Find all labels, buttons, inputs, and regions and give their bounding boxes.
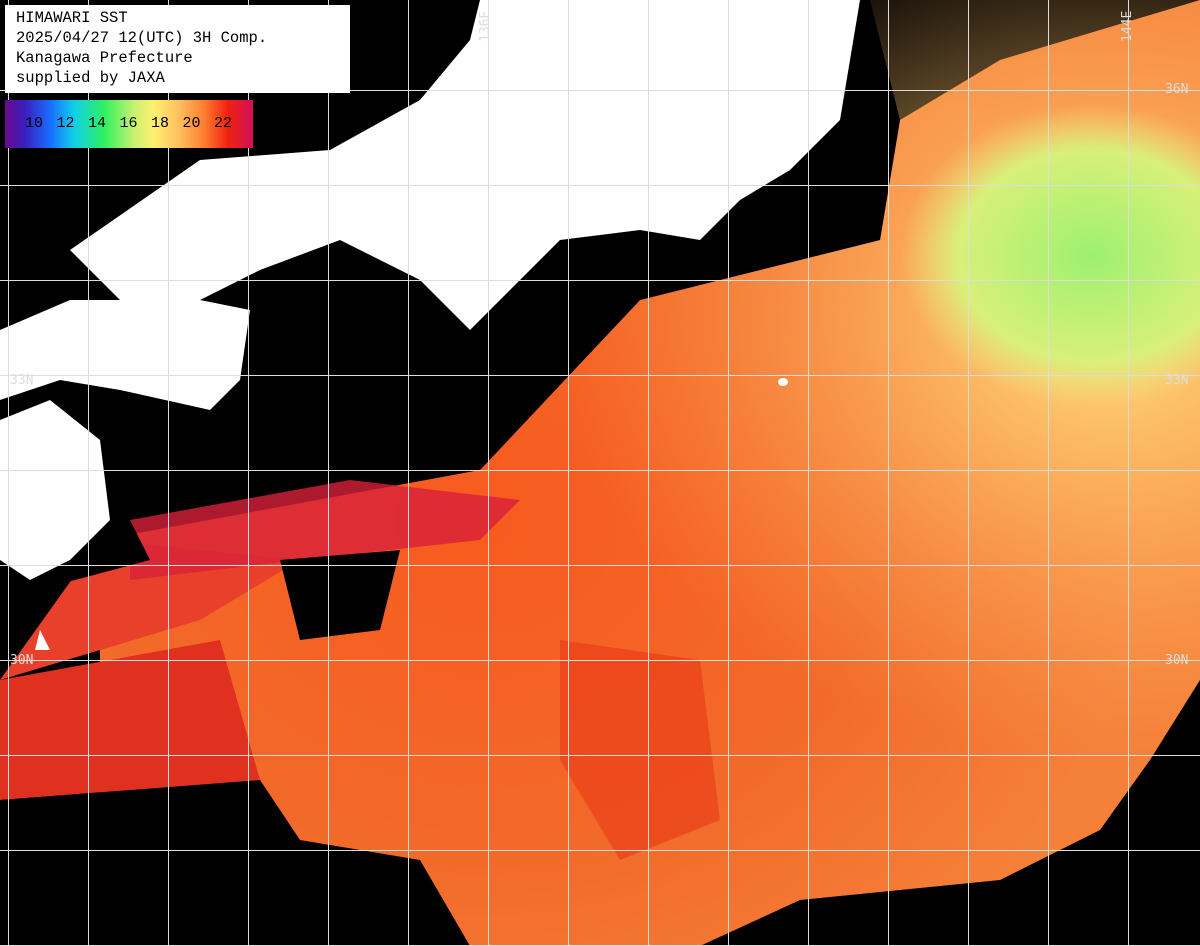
land [0,300,250,410]
cloud-mask [0,780,470,946]
warm-water [560,640,720,860]
legend-label: 10 [25,115,44,132]
info-line: 2025/04/27 12(UTC) 3H Comp. [16,29,268,47]
latitude-label: 33N [10,373,34,388]
latitude-label: 30N [1165,653,1189,668]
legend-label: 12 [56,115,75,132]
land [0,400,110,580]
info-box: HIMAWARI SST 2025/04/27 12(UTC) 3H Comp. K… [5,5,350,93]
land [70,0,860,330]
latitude-label: 33N [1165,373,1189,388]
latitude-label: 30N [10,653,34,668]
legend-label: 20 [182,115,201,132]
warm-water [130,480,520,580]
info-line: supplied by JAXA [16,69,165,87]
land [35,630,50,650]
latitude-label: 36N [1165,82,1189,97]
info-line: HIMAWARI SST [16,9,128,27]
legend-label: 18 [151,115,170,132]
longitude-label: 144E [1120,10,1135,42]
legend-label: 16 [119,115,138,132]
color-legend: 10 12 14 16 18 20 22 [5,100,253,148]
legend-label: 22 [214,115,233,132]
info-line: Kanagawa Prefecture [16,49,193,67]
cloud-mask [700,680,1200,946]
land [778,378,788,386]
longitude-label: 136E [478,10,493,42]
legend-label: 14 [88,115,107,132]
cloud-mask [280,550,400,640]
